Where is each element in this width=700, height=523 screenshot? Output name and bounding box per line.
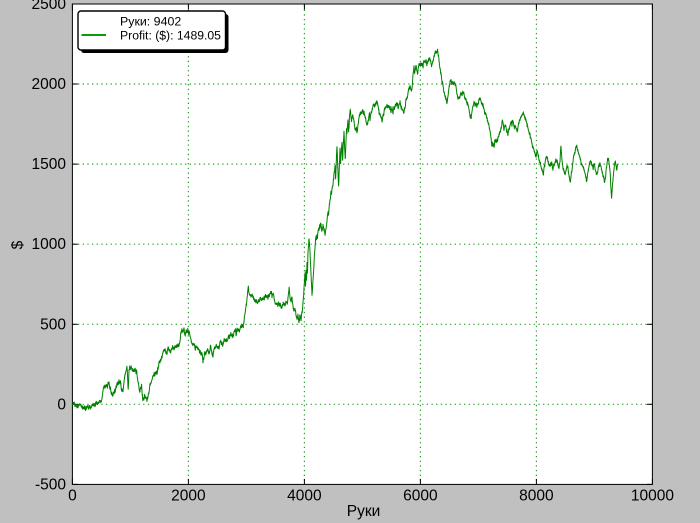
svg-text:1500: 1500	[32, 156, 67, 173]
svg-text:2500: 2500	[32, 0, 67, 13]
svg-text:0: 0	[68, 488, 77, 505]
svg-text:6000: 6000	[403, 488, 438, 505]
svg-text:Profit: ($): 1489.05: Profit: ($): 1489.05	[120, 29, 221, 43]
svg-text:0: 0	[57, 396, 66, 413]
svg-text:Руки: 9402: Руки: 9402	[120, 15, 181, 29]
svg-text:2000: 2000	[32, 76, 67, 93]
svg-text:4000: 4000	[287, 488, 322, 505]
svg-text:1000: 1000	[32, 236, 67, 253]
svg-text:-500: -500	[35, 476, 66, 493]
svg-text:8000: 8000	[519, 488, 554, 505]
svg-text:10000: 10000	[631, 488, 674, 505]
svg-text:$: $	[10, 240, 27, 249]
svg-text:Руки: Руки	[347, 503, 381, 520]
svg-text:2000: 2000	[171, 488, 206, 505]
svg-text:500: 500	[40, 316, 66, 333]
